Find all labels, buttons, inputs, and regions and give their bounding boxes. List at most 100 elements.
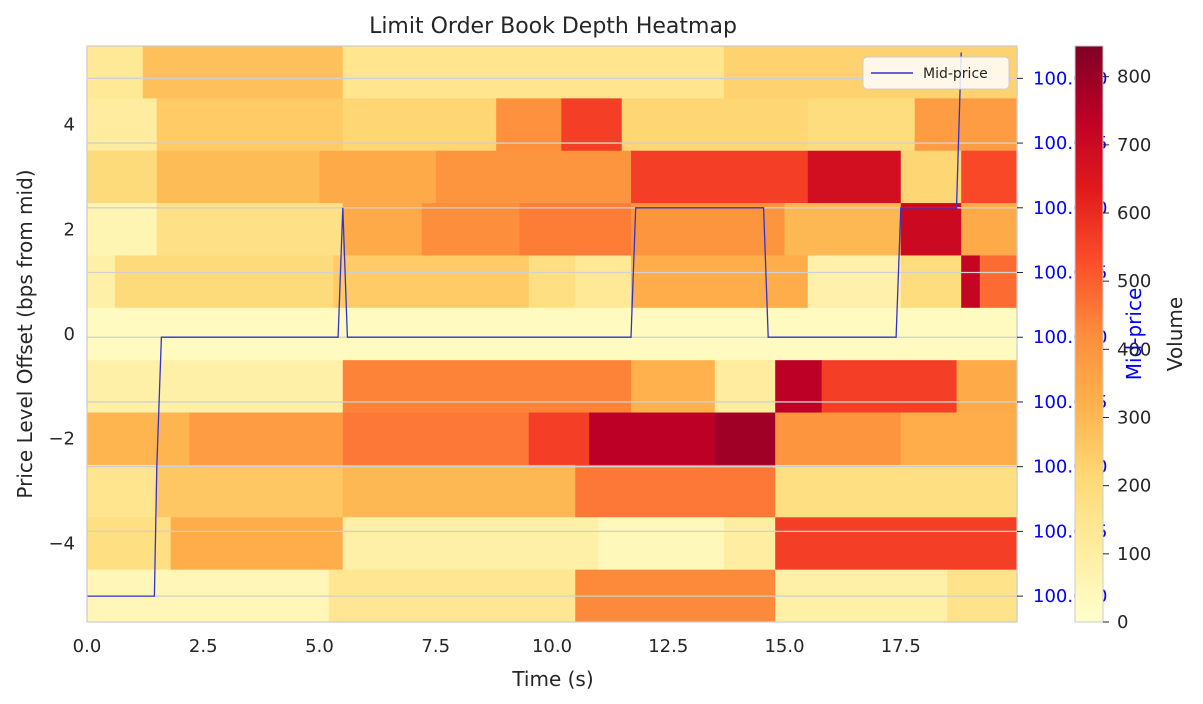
heatmap-cell	[87, 464, 158, 518]
chart-title: Limit Order Book Depth Heatmap	[369, 14, 737, 39]
heatmap-cell	[114, 255, 335, 309]
heatmap-cell	[961, 203, 1018, 256]
y-tick-label: −2	[48, 429, 75, 450]
heatmap-cell	[496, 98, 562, 152]
heatmap-cell	[319, 150, 437, 204]
heatmap-cell	[575, 464, 776, 518]
mid-price-line	[87, 52, 962, 597]
x-tick-label: 17.5	[881, 636, 921, 657]
mid-price-series	[87, 52, 962, 597]
colorbar-tick-label: 0	[1117, 612, 1128, 633]
heatmap-cell	[784, 203, 902, 256]
heatmap-cell	[87, 150, 158, 204]
heatmap-cell	[807, 255, 902, 309]
x-axis-label: Time (s)	[511, 667, 593, 691]
heatmap-cell	[87, 517, 172, 571]
heatmap-cell	[342, 412, 530, 466]
heatmap-cell	[333, 255, 530, 309]
heatmap-cell	[775, 517, 1018, 571]
x-tick-label: 7.5	[421, 636, 450, 657]
y-tick-label: 4	[64, 115, 75, 136]
heatmap-cell	[435, 150, 632, 204]
heatmap-cell	[342, 98, 497, 152]
heatmap-cell	[156, 203, 344, 256]
heatmap-cell	[621, 98, 809, 152]
y-axis-label: Price Level Offset (bps from mid)	[13, 169, 37, 498]
colorbar-tick-label: 400	[1117, 339, 1151, 360]
y-tick-label: 0	[64, 324, 75, 345]
heatmap-cell	[807, 150, 902, 204]
x-tick-label: 5.0	[305, 636, 334, 657]
y-tick-label: 2	[64, 219, 75, 240]
heatmap-cell	[714, 360, 776, 413]
heatmap-cell	[342, 360, 632, 413]
heatmap-cell	[956, 360, 1018, 413]
colorbar-tick-label: 800	[1117, 67, 1151, 88]
colorbar-tick-label: 100	[1117, 544, 1151, 565]
heatmap-cell	[519, 203, 632, 256]
heatmap-cell	[156, 150, 321, 204]
heatmap-cell	[575, 255, 632, 309]
heatmap-cells	[87, 46, 1018, 623]
heatmap-cell	[900, 203, 962, 256]
heatmap-cell	[156, 98, 344, 152]
x-tick-label: 15.0	[764, 636, 804, 657]
x-tick-label: 12.5	[648, 636, 688, 657]
heatmap-cell	[170, 517, 344, 571]
colorbar-tick-label: 700	[1117, 135, 1151, 156]
heatmap-cell	[900, 150, 962, 204]
heatmap-cell	[724, 517, 776, 571]
heatmap-cell	[87, 98, 158, 152]
heatmap-cell	[342, 517, 600, 571]
heatmap-cell	[961, 150, 1018, 204]
right-axis-label: Mid-price	[1122, 288, 1146, 381]
heatmap-cell	[87, 307, 1018, 361]
heatmap-cell	[807, 98, 916, 152]
colorbar-tick-label: 500	[1117, 271, 1151, 292]
x-tick-label: 10.0	[532, 636, 572, 657]
heatmap-cell	[589, 412, 716, 466]
y-tick-label: −4	[48, 533, 75, 554]
colorbar-ticks: 0 100 200 300 400 500 600 700 800	[1103, 67, 1151, 633]
colorbar-tick-label: 300	[1117, 408, 1151, 429]
x-axis-ticks: 0.0 2.5 5.0 7.5 10.0 12.5 15.0 17.5	[73, 636, 921, 657]
heatmap-cell	[631, 255, 809, 309]
colorbar-tick-label: 600	[1117, 203, 1151, 224]
plot-frame	[86, 45, 1018, 623]
heatmap-cell	[87, 255, 116, 309]
heatmap-cell	[979, 255, 1018, 309]
legend-entry-mid-price: Mid-price	[923, 66, 988, 82]
heatmap-cell	[156, 464, 344, 518]
heatmap-cell	[342, 203, 423, 256]
legend: Mid-price	[862, 56, 1010, 90]
colorbar-tick-label: 200	[1117, 476, 1151, 497]
heatmap-cell	[914, 98, 1018, 152]
heatmap-cell	[87, 203, 158, 256]
heatmap-cell	[900, 255, 962, 309]
heatmap-cell	[775, 360, 823, 413]
heatmap-cell	[775, 464, 1018, 518]
heatmap-cell	[142, 46, 344, 99]
heatmap-cell	[961, 255, 981, 309]
heatmap-cell	[631, 360, 716, 413]
colorbar-label: Volume	[1163, 297, 1187, 371]
heatmap-cell	[342, 46, 725, 99]
heatmap-cell	[631, 150, 809, 204]
y-axis-ticks: −4 −2 0 2 4	[48, 115, 75, 555]
x-tick-label: 0.0	[73, 636, 102, 657]
heatmap-cell	[528, 412, 590, 466]
colorbar	[1074, 45, 1104, 623]
heatmap-cell	[561, 98, 623, 152]
heatmap-cell	[775, 412, 902, 466]
heatmap-cell	[714, 412, 776, 466]
heatmap-cell	[87, 412, 190, 466]
x-tick-label: 2.5	[189, 636, 218, 657]
heatmap-cell	[189, 412, 344, 466]
heatmap-cell	[821, 360, 958, 413]
heatmap-cell	[342, 464, 576, 518]
heatmap-cell	[87, 46, 144, 99]
heatmap-cell	[598, 517, 725, 571]
heatmap-cell	[87, 360, 344, 413]
heatmap-cell	[631, 203, 786, 256]
